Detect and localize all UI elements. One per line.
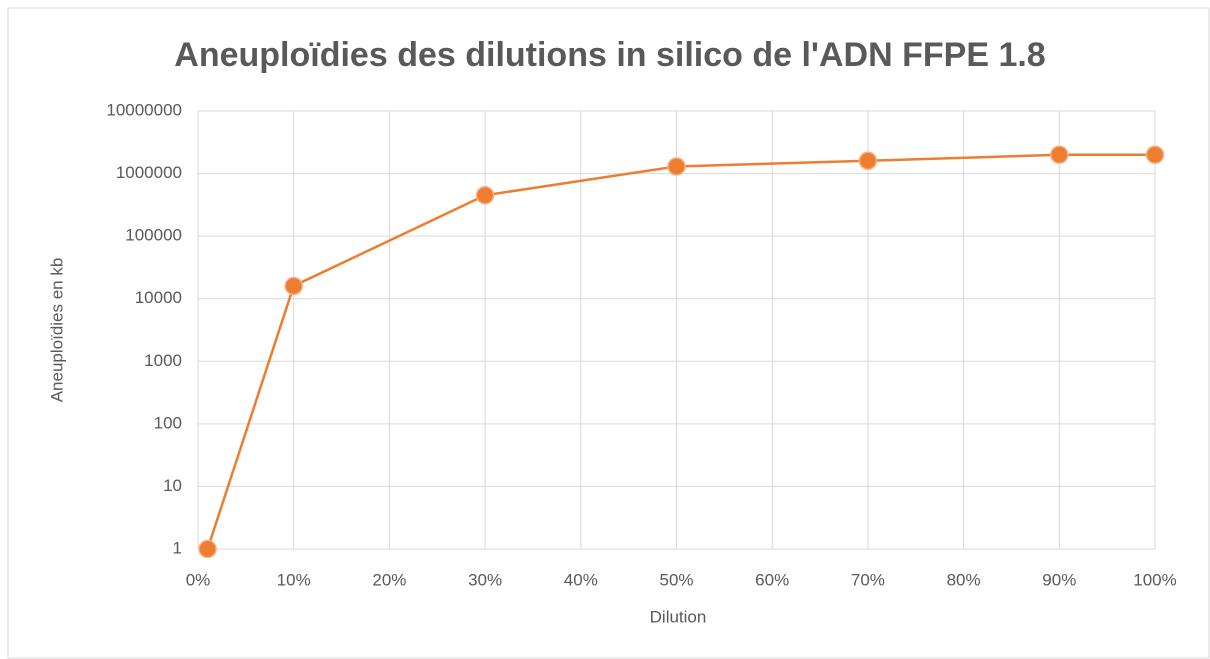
x-tick-label: 30%: [468, 570, 502, 589]
x-tick-label: 100%: [1133, 570, 1176, 589]
x-tick-label: 10%: [277, 570, 311, 589]
x-tick-label: 20%: [372, 570, 406, 589]
y-tick-label: 100000: [125, 226, 182, 245]
x-axis-label: Dilution: [650, 607, 707, 626]
y-tick-label: 100: [154, 413, 182, 432]
x-tick-label: 50%: [659, 570, 693, 589]
y-tick-label: 10000000: [106, 100, 182, 119]
point: [198, 539, 217, 559]
point: [284, 276, 303, 296]
x-tick-label: 80%: [947, 570, 981, 589]
chart-border: [7, 7, 1210, 659]
y-tick-label: 10: [163, 476, 182, 495]
x-tick-label: 0%: [186, 570, 211, 589]
point: [1145, 145, 1165, 164]
y-axis-label: Aneuploïdies en kb: [47, 258, 66, 403]
x-tick-label: 40%: [564, 570, 598, 589]
point: [1050, 145, 1069, 164]
point: [667, 157, 686, 176]
point: [858, 151, 878, 171]
point: [475, 186, 495, 205]
x-tick-label: 90%: [1042, 570, 1076, 589]
y-tick-label: 10000: [135, 288, 182, 307]
chart-title: Aneuploïdies des dilutions in silico de …: [174, 36, 1045, 74]
x-tick-label: 60%: [755, 570, 789, 589]
x-tick-label: 70%: [851, 570, 885, 589]
y-tick-label: 1000: [144, 351, 182, 370]
y-tick-label: 1000000: [116, 163, 182, 182]
y-tick-label: 1: [173, 538, 182, 557]
